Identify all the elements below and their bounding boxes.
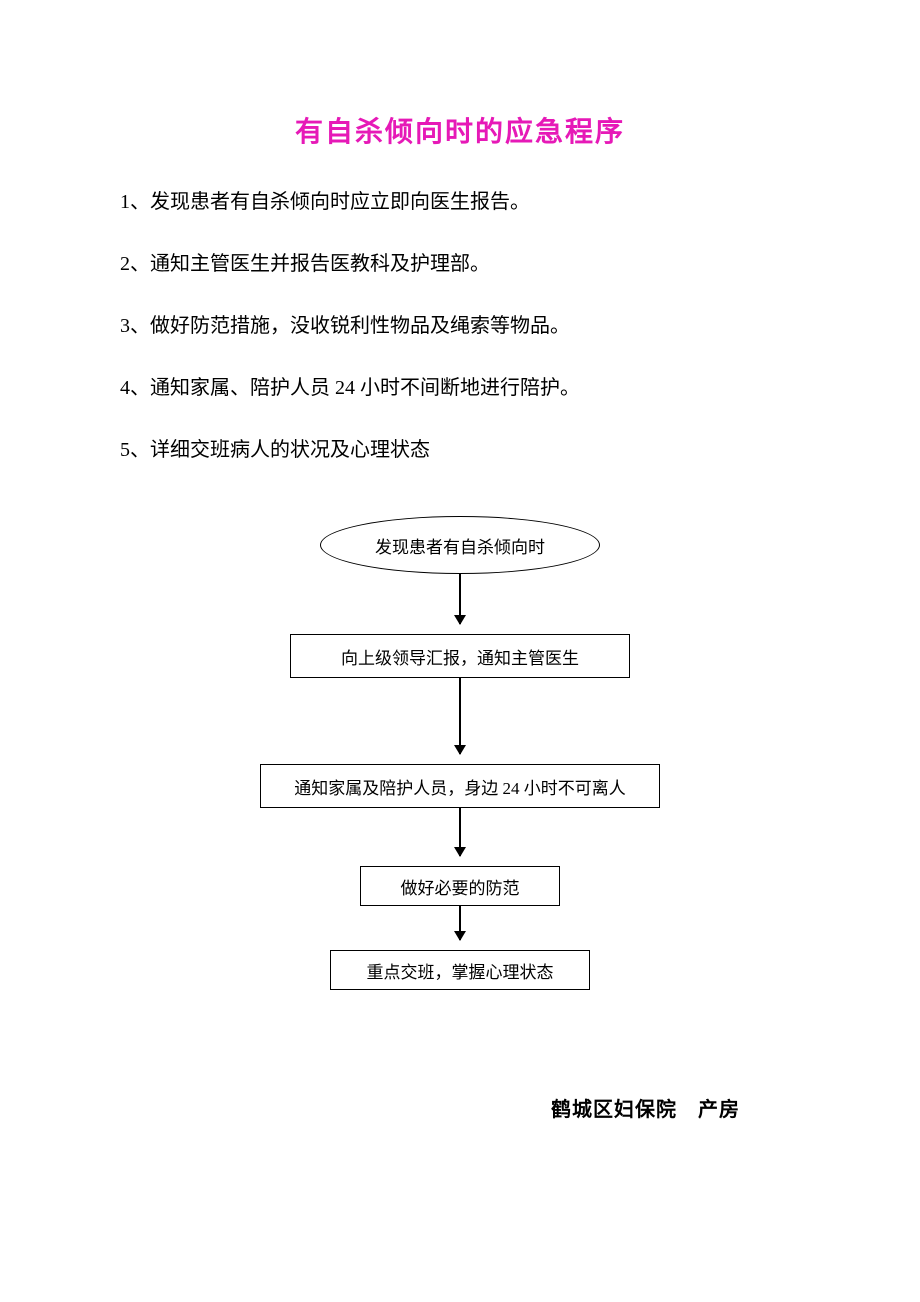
list-item: 1、发现患者有自杀倾向时应立即向医生报告。 [120,186,800,218]
flowchart-arrow [459,678,461,754]
flowchart-node: 通知家属及陪护人员，身边 24 小时不可离人 [260,764,660,808]
flowchart-node: 做好必要的防范 [360,866,560,906]
flowchart-node: 重点交班，掌握心理状态 [330,950,590,990]
footer-signature: 鹤城区妇保院 产房 [551,1093,740,1122]
list-item: 3、做好防范措施，没收锐利性物品及绳索等物品。 [120,310,800,342]
flowchart-arrow [459,906,461,940]
list-item: 4、通知家属、陪护人员 24 小时不间断地进行陪护。 [120,372,800,404]
flowchart-node: 向上级领导汇报，通知主管医生 [290,634,630,678]
flowchart-arrow [459,574,461,624]
flowchart-node-start: 发现患者有自杀倾向时 [320,516,600,574]
flowchart: 发现患者有自杀倾向时 向上级领导汇报，通知主管医生 通知家属及陪护人员，身边 2… [120,516,800,1036]
list-item: 5、详细交班病人的状况及心理状态 [120,434,800,466]
list-item: 2、通知主管医生并报告医教科及护理部。 [120,248,800,280]
procedure-list: 1、发现患者有自杀倾向时应立即向医生报告。 2、通知主管医生并报告医教科及护理部… [120,186,800,466]
page-title: 有自杀倾向时的应急程序 [120,110,800,150]
flowchart-arrow [459,808,461,856]
